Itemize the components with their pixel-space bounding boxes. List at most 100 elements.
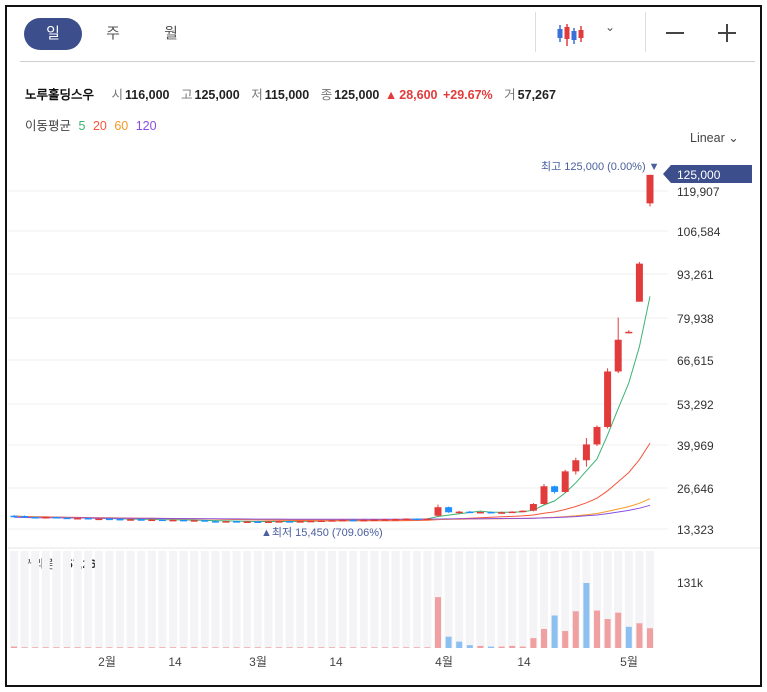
chevron-down-icon[interactable]: ⌄ — [605, 20, 616, 34]
date-tick: 5월 — [620, 655, 638, 669]
volume-pane-label: 거래량 — [24, 557, 57, 571]
volume-bar — [488, 646, 494, 648]
volume-bar — [254, 647, 261, 648]
quote-summary: 노루홀딩스우 시 116,000 고 125,000 저 115,000 종 125,0… — [25, 84, 558, 103]
volume-bg-bar — [147, 551, 156, 648]
volume-bar — [138, 647, 145, 648]
volume-bg-bar — [285, 551, 294, 648]
ma-20[interactable]: 20 — [92, 119, 107, 133]
volume-bar — [74, 647, 81, 648]
volume-bar — [191, 647, 198, 648]
candle-body — [434, 507, 442, 516]
zoom-out-button[interactable] — [664, 20, 688, 46]
volume-bar — [159, 647, 166, 648]
volume-bar — [445, 636, 452, 648]
candle-body — [466, 511, 474, 514]
candle-body — [116, 518, 124, 521]
zoom-in-button[interactable] — [716, 20, 740, 46]
volume-bg-bar — [31, 551, 40, 648]
volume-bar — [604, 619, 611, 648]
volume-bg-bar — [476, 551, 485, 648]
candle-body — [222, 521, 230, 523]
candle-body — [328, 520, 336, 522]
volume-bg-bar — [338, 551, 347, 648]
candle-body — [561, 471, 569, 492]
volume-bar — [350, 647, 357, 648]
price-tick: 53,292 — [677, 398, 714, 412]
candle-body — [392, 518, 400, 521]
volume-bar — [117, 647, 123, 648]
volume-bar — [212, 647, 219, 648]
tab-day[interactable]: 일 — [24, 18, 82, 50]
volume-bg-bar — [10, 551, 18, 648]
candle-body — [604, 371, 612, 427]
candle-body — [52, 517, 60, 519]
high-label: 고 — [181, 88, 193, 102]
candlestick-icon[interactable] — [555, 22, 585, 48]
candle-body — [614, 339, 622, 372]
ma-60[interactable]: 60 — [114, 119, 129, 133]
candle-body — [317, 520, 325, 523]
ma-120[interactable]: 120 — [135, 119, 157, 133]
volume-bg-bar — [349, 551, 358, 648]
volume-bg-bar — [253, 551, 262, 648]
scale-selector[interactable]: Linear ⌄ — [690, 131, 739, 145]
candle-body — [423, 518, 431, 521]
candle-body — [243, 521, 251, 523]
tab-week[interactable]: 주 — [106, 25, 120, 42]
volume-bg-bar — [540, 551, 548, 648]
candle-body — [21, 516, 29, 518]
candle-body — [211, 521, 219, 523]
volume-bg-bar — [169, 551, 177, 648]
candle-body — [286, 521, 294, 523]
volume-bg-bar — [561, 551, 570, 648]
tab-month[interactable]: 월 — [164, 25, 178, 42]
candle-body — [10, 515, 18, 518]
candle-body — [201, 520, 209, 522]
candle-body — [593, 426, 601, 445]
volume-bar — [297, 647, 304, 648]
volume-bg-bar — [211, 551, 220, 648]
volume-bg-bar — [105, 551, 114, 648]
volume-bar — [42, 647, 49, 648]
volume-bg-bar — [518, 551, 527, 648]
candle-body — [233, 521, 241, 523]
volume-bar — [551, 615, 558, 648]
volume-bg-bar — [381, 551, 389, 648]
volume-bg-bar — [550, 551, 559, 648]
volume-bar — [413, 647, 420, 648]
price-tick: 66,615 — [677, 354, 714, 368]
date-tick: 14 — [517, 655, 531, 669]
candle-body — [264, 521, 272, 523]
volume-bar — [572, 611, 579, 648]
low-label: 저 — [251, 88, 263, 102]
candle-body — [487, 511, 495, 514]
volume-bar — [32, 647, 39, 648]
open-value: 116,000 — [125, 88, 170, 102]
volume-bar — [371, 647, 378, 648]
volume-bg-bar — [444, 551, 453, 648]
candle-body — [572, 460, 580, 472]
volume-bar — [562, 631, 569, 648]
candle-body — [63, 517, 71, 520]
toolbar: 일 주 월 ⌄ — [20, 12, 755, 62]
candle-body — [95, 518, 103, 521]
volume-bar — [615, 612, 622, 648]
ma-5[interactable]: 5 — [78, 119, 86, 133]
candle-body — [307, 520, 315, 523]
candle-body — [498, 512, 506, 514]
date-tick: 14 — [329, 655, 343, 669]
price-tick: 93,261 — [677, 268, 714, 282]
volume-bg-bar — [232, 551, 241, 648]
candle-body — [158, 519, 166, 522]
candle-body — [476, 511, 484, 514]
volume-bg-bar — [593, 551, 601, 648]
volume-bg-bar — [275, 551, 283, 648]
candle-body — [42, 517, 50, 519]
volume-bg-bar — [116, 551, 124, 648]
current-price-tag — [663, 165, 752, 183]
change-arrow: ▲ — [384, 88, 398, 102]
volume-value: 57,267 — [517, 88, 556, 102]
open-label: 시 — [111, 88, 124, 102]
